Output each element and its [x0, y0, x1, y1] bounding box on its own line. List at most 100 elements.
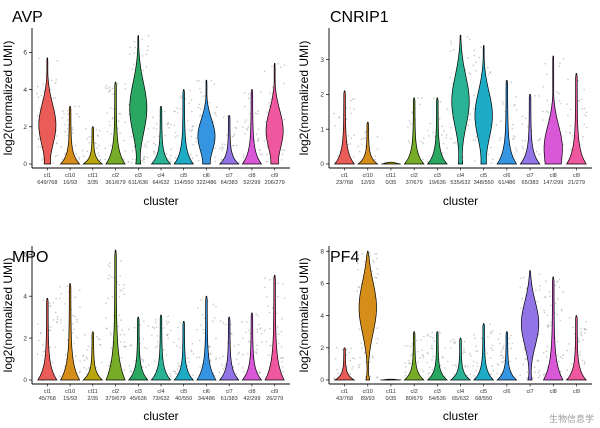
jitter-point	[173, 124, 176, 127]
jitter-point	[371, 270, 373, 273]
violin-cl1	[333, 347, 356, 381]
jitter-point	[442, 356, 444, 359]
jitter-point	[580, 331, 583, 333]
y-tick-label: 2	[23, 124, 27, 131]
jitter-point	[203, 317, 206, 319]
jitter-point	[78, 158, 80, 161]
jitter-point	[226, 134, 229, 136]
jitter-point	[179, 321, 181, 324]
jitter-point	[192, 374, 194, 376]
jitter-point	[283, 297, 286, 299]
jitter-point	[469, 38, 471, 41]
jitter-point	[144, 143, 147, 145]
jitter-point	[433, 97, 435, 100]
jitter-point	[156, 344, 159, 347]
jitter-point	[174, 136, 177, 138]
violin-cl8	[241, 89, 263, 165]
jitter-point	[79, 360, 81, 362]
jitter-point	[55, 79, 58, 81]
jitter-point	[147, 325, 150, 327]
jitter-point	[363, 260, 366, 263]
category-label: cl8	[248, 389, 255, 395]
jitter-point	[486, 66, 489, 69]
jitter-point	[376, 135, 379, 138]
jitter-point	[410, 345, 412, 348]
jitter-point	[146, 156, 149, 159]
category-label: cl5	[180, 389, 187, 395]
jitter-point	[72, 328, 75, 331]
y-axis-label: log2(normalized UMI)	[1, 258, 15, 373]
jitter-point	[538, 95, 540, 97]
jitter-point	[98, 154, 101, 157]
jitter-point	[215, 305, 217, 308]
jitter-point	[146, 45, 149, 48]
jitter-point	[559, 356, 562, 358]
jitter-point	[133, 40, 136, 43]
jitter-point	[489, 357, 492, 359]
jitter-point	[569, 124, 572, 127]
violin-cl6	[196, 295, 217, 381]
jitter-point	[132, 158, 134, 160]
jitter-point	[39, 107, 41, 110]
jitter-point	[167, 337, 169, 339]
jitter-point	[440, 364, 442, 367]
jitter-point	[535, 150, 538, 153]
category-label: cl3	[434, 173, 441, 179]
jitter-point	[257, 323, 260, 326]
jitter-point	[232, 365, 235, 368]
jitter-point	[168, 127, 170, 129]
jitter-point	[409, 354, 412, 357]
jitter-point	[78, 156, 80, 159]
jitter-point	[527, 125, 529, 128]
jitter-point	[220, 158, 223, 161]
jitter-point	[105, 302, 107, 305]
jitter-point	[86, 358, 88, 360]
jitter-point	[550, 324, 552, 327]
jitter-point	[499, 136, 502, 139]
jitter-point	[270, 98, 273, 100]
jitter-point	[567, 78, 569, 81]
jitter-point	[56, 320, 59, 323]
jitter-point	[468, 119, 471, 121]
jitter-point	[542, 351, 545, 354]
jitter-point	[524, 139, 526, 142]
jitter-point	[453, 373, 455, 376]
jitter-point	[55, 297, 58, 300]
panel-2: CNRIP1 log2(normalized UMI) 0 1 2 3 cluster cl1…	[297, 9, 592, 208]
jitter-point	[195, 140, 198, 143]
jitter-point	[558, 65, 561, 67]
violin-cl7	[218, 316, 240, 381]
count-label: 147/299	[543, 180, 563, 186]
jitter-point	[62, 329, 65, 331]
violin-cl2	[105, 249, 126, 381]
jitter-point	[463, 347, 465, 350]
jitter-point	[219, 357, 221, 360]
jitter-point	[144, 155, 146, 158]
jitter-point	[510, 334, 513, 337]
jitter-point	[179, 346, 181, 349]
jitter-point	[260, 341, 263, 343]
jitter-point	[472, 360, 475, 363]
jitter-point	[244, 121, 246, 123]
count-label: 21/279	[568, 180, 585, 186]
jitter-point	[163, 327, 165, 329]
jitter-point	[545, 73, 548, 76]
jitter-point	[556, 313, 559, 316]
jitter-point	[277, 63, 279, 65]
jitter-point	[470, 355, 472, 357]
jitter-point	[489, 331, 492, 333]
jitter-point	[475, 61, 477, 63]
jitter-point	[150, 378, 152, 380]
jitter-point	[145, 66, 148, 68]
jitter-point	[37, 339, 40, 342]
jitter-point	[61, 116, 64, 119]
jitter-point	[464, 351, 466, 354]
jitter-point	[419, 103, 421, 106]
jitter-point	[585, 111, 588, 114]
count-label: 61/383	[221, 396, 238, 402]
jitter-point	[71, 128, 74, 131]
jitter-point	[569, 132, 571, 135]
jitter-point	[180, 95, 183, 98]
jitter-point	[502, 345, 505, 347]
